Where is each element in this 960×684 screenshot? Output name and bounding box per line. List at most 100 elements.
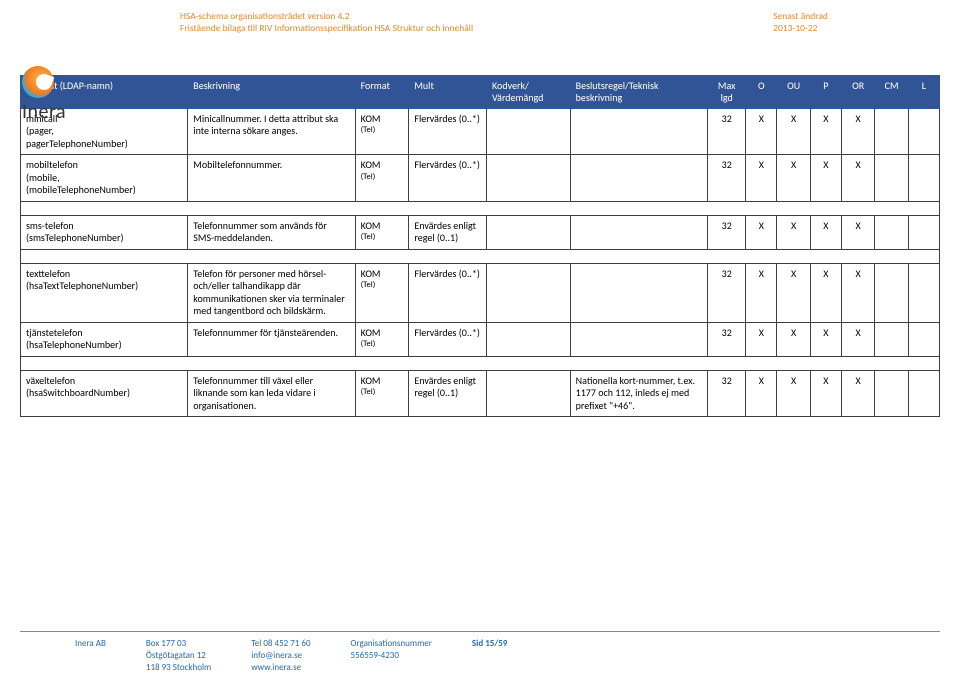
cell-O: X [746,155,777,202]
cell-beslut [570,263,707,322]
cell-maxlgd: 32 [708,263,746,322]
logo-text: Inera [22,100,132,124]
cell-desc: Telefonnummer som används för SMS-meddel… [188,215,355,249]
footer-addr3: 118 93 Stockholm [146,662,211,674]
cell-OR: X [841,370,874,417]
table-row [21,249,940,263]
cell-desc: Telefonnummer till växel eller liknande … [188,370,355,417]
footer-addr2: Östgötagatan 12 [146,650,211,662]
cell-CM [875,155,908,202]
col-header-L: L [908,75,939,108]
cell-mult: Flervärdes (0..*) [409,263,487,322]
cell-OU: X [777,263,810,322]
table-header-row: Attribut (LDAP-namn)BeskrivningFormatMul… [21,75,940,108]
cell-OR: X [841,108,874,155]
col-header-maxlgd: Max lgd [708,75,746,108]
footer-email: info@inera.se [251,650,310,662]
col-header-P: P [810,75,841,108]
cell-beslut [570,215,707,249]
cell-OU: X [777,322,810,356]
cell-OU: X [777,370,810,417]
cell-OR: X [841,263,874,322]
table-row [21,356,940,370]
header-changed-date: 2013-10-22 [773,22,828,34]
cell-OU: X [777,155,810,202]
cell-attr: växeltelefon(hsaSwitchboardNumber) [21,370,188,417]
cell-OU: X [777,215,810,249]
cell-CM [875,215,908,249]
cell-mult: Envärdes enligt regel (0..1) [409,370,487,417]
cell-L [908,370,939,417]
footer-company: Inera AB [75,638,106,650]
table-row: minicall(pager,pagerTelephoneNumber)Mini… [21,108,940,155]
cell-maxlgd: 32 [708,155,746,202]
cell-maxlgd: 32 [708,322,746,356]
footer-addr1: Box 177 03 [146,638,211,650]
footer-web: www.inera.se [251,662,310,674]
table-row: texttelefon(hsaTextTelephoneNumber)Telef… [21,263,940,322]
table-row: växeltelefon(hsaSwitchboardNumber)Telefo… [21,370,940,417]
cell-O: X [746,263,777,322]
cell-attr: tjänstetelefon(hsaTelephoneNumber) [21,322,188,356]
table-row [21,201,940,215]
col-header-mult: Mult [409,75,487,108]
cell-L [908,108,939,155]
cell-P: X [810,155,841,202]
cell-P: X [810,215,841,249]
cell-beslut [570,322,707,356]
attributes-table: Attribut (LDAP-namn)BeskrivningFormatMul… [20,75,940,418]
cell-kodverk [487,215,571,249]
cell-kodverk [487,263,571,322]
cell-O: X [746,370,777,417]
cell-beslut [570,108,707,155]
col-header-OU: OU [777,75,810,108]
header-line2: Fristående bilaga till RIV Informationss… [180,22,473,34]
cell-mult: Envärdes enligt regel (0..1) [409,215,487,249]
table-row: tjänstetelefon(hsaTelephoneNumber)Telefo… [21,322,940,356]
cell-CM [875,322,908,356]
col-header-beslut: Beslutsregel/Teknisk beskrivning [570,75,707,108]
cell-format: KOM(Tel) [355,155,409,202]
footer-tel: Tel 08 452 71 60 [251,638,310,650]
cell-O: X [746,322,777,356]
footer-org-num: 556559-4230 [351,650,432,662]
cell-O: X [746,215,777,249]
cell-desc: Telefon för personer med hörsel- och/ell… [188,263,355,322]
cell-mult: Flervärdes (0..*) [409,108,487,155]
cell-format: KOM(Tel) [355,322,409,356]
cell-desc: Telefonnummer för tjänsteärenden. [188,322,355,356]
cell-format: KOM(Tel) [355,370,409,417]
col-header-format: Format [355,75,409,108]
cell-L [908,215,939,249]
cell-attr: texttelefon(hsaTextTelephoneNumber) [21,263,188,322]
cell-OR: X [841,155,874,202]
cell-attr: mobiltelefon(mobile,(mobileTelephoneNumb… [21,155,188,202]
cell-desc: Minicallnummer. I detta attribut ska int… [188,108,355,155]
col-header-OR: OR [841,75,874,108]
cell-maxlgd: 32 [708,370,746,417]
cell-L [908,155,939,202]
cell-kodverk [487,370,571,417]
cell-kodverk [487,322,571,356]
cell-OR: X [841,322,874,356]
cell-O: X [746,108,777,155]
cell-format: KOM(Tel) [355,263,409,322]
header-changed-label: Senast ändrad [773,10,828,22]
cell-beslut [570,155,707,202]
footer: Inera AB Box 177 03 Östgötagatan 12 118 … [20,631,940,674]
col-header-desc: Beskrivning [188,75,355,108]
footer-page: Sid 15/59 [472,638,507,650]
cell-mult: Flervärdes (0..*) [409,322,487,356]
cell-kodverk [487,108,571,155]
cell-attr: sms-telefon(smsTelephoneNumber) [21,215,188,249]
cell-P: X [810,263,841,322]
table-row: mobiltelefon(mobile,(mobileTelephoneNumb… [21,155,940,202]
col-header-kodverk: Kodverk/ Värdemängd [487,75,571,108]
cell-maxlgd: 32 [708,108,746,155]
cell-mult: Flervärdes (0..*) [409,155,487,202]
col-header-CM: CM [875,75,908,108]
cell-kodverk [487,155,571,202]
header-line1: HSA-schema organisationsträdet version 4… [180,10,473,22]
cell-CM [875,108,908,155]
logo-swirl-icon [22,66,54,98]
